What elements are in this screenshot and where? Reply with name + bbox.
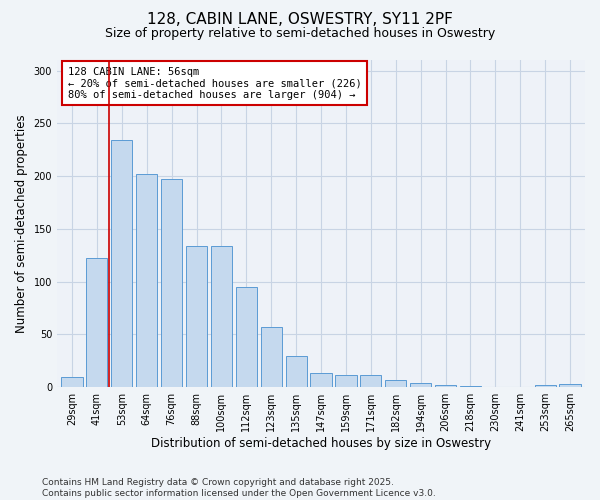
X-axis label: Distribution of semi-detached houses by size in Oswestry: Distribution of semi-detached houses by … (151, 437, 491, 450)
Bar (111, 140, 133, 387)
Bar (435, 385, 456, 387)
Bar (535, 385, 556, 387)
Bar (161, 180, 182, 387)
Bar (460, 386, 481, 387)
Bar (385, 380, 406, 387)
Bar (136, 174, 157, 387)
Bar (186, 246, 207, 387)
Bar (211, 246, 232, 387)
Bar (335, 374, 356, 387)
Text: 128, CABIN LANE, OSWESTRY, SY11 2PF: 128, CABIN LANE, OSWESTRY, SY11 2PF (147, 12, 453, 28)
Bar (559, 384, 581, 387)
Bar (61, 376, 83, 387)
Text: 128 CABIN LANE: 56sqm
← 20% of semi-detached houses are smaller (226)
80% of sem: 128 CABIN LANE: 56sqm ← 20% of semi-deta… (68, 66, 361, 100)
Bar (86, 258, 107, 387)
Bar (260, 327, 282, 387)
Text: Contains HM Land Registry data © Crown copyright and database right 2025.
Contai: Contains HM Land Registry data © Crown c… (42, 478, 436, 498)
Bar (286, 356, 307, 387)
Bar (236, 287, 257, 387)
Text: Size of property relative to semi-detached houses in Oswestry: Size of property relative to semi-detach… (105, 28, 495, 40)
Y-axis label: Number of semi-detached properties: Number of semi-detached properties (15, 114, 28, 333)
Bar (410, 383, 431, 387)
Bar (310, 374, 332, 387)
Bar (360, 374, 382, 387)
